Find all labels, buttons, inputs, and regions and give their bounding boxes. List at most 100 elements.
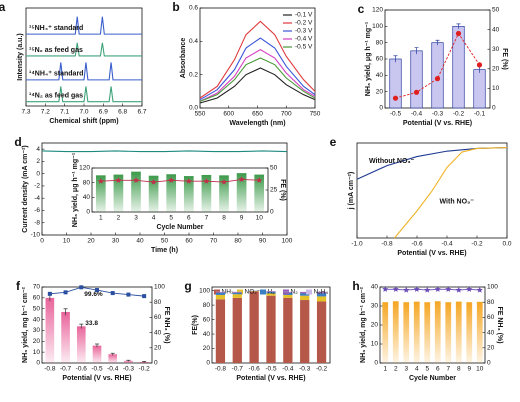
bar xyxy=(76,326,86,363)
bar xyxy=(232,292,242,295)
y2-tick-label: 60 xyxy=(154,314,162,321)
bar xyxy=(452,25,465,109)
x-tick-label: 2 xyxy=(394,366,398,373)
x-tick-label: 1 xyxy=(383,366,387,373)
line-series xyxy=(199,37,316,101)
y-tick-label: 10 xyxy=(33,349,41,356)
bar xyxy=(45,297,55,363)
bar xyxy=(403,302,410,363)
line-series xyxy=(26,62,142,81)
x-tick-label: 4 xyxy=(415,366,419,373)
bar xyxy=(316,296,327,302)
marker xyxy=(115,177,122,183)
x-tick-label: 7.2 xyxy=(41,109,50,116)
x-tick-label: 8 xyxy=(457,366,461,373)
y-tick-label: 0 xyxy=(36,170,40,177)
x-tick-label: -0.6 xyxy=(249,366,261,373)
y2-tick-label: 20 xyxy=(487,345,495,352)
marker xyxy=(168,177,175,183)
bar xyxy=(215,292,226,295)
x-tick-label: 7 xyxy=(205,215,209,222)
x-tick-label: 6.8 xyxy=(118,109,127,116)
line-series xyxy=(199,67,316,104)
x-tick-label: 700 xyxy=(281,111,292,118)
bar xyxy=(382,302,389,363)
error-bar xyxy=(456,23,461,29)
y2-tick-label: 30 xyxy=(492,46,500,53)
y-tick-label: 80 xyxy=(203,302,211,309)
error-bar xyxy=(142,361,147,363)
y-tick-label: 2 xyxy=(36,158,40,165)
x-tick-label: -0.7 xyxy=(60,366,72,373)
y2-tick-label: 25 xyxy=(270,187,278,194)
bar xyxy=(95,175,106,212)
y-tick-label: 20 xyxy=(376,88,384,95)
y-tick-label: 0 xyxy=(374,360,378,367)
x-tick-label: -0.5 xyxy=(390,111,402,118)
x-tick-label: 50 xyxy=(161,238,169,245)
x-tick-label: -0.2 xyxy=(139,366,151,373)
x-tick-label: 7.0 xyxy=(79,109,88,116)
line-series xyxy=(26,42,142,57)
x-axis-label: Cycle Number xyxy=(156,224,203,231)
x-tick-label: 3 xyxy=(404,366,408,373)
x-tick-label: -0.4 xyxy=(441,241,453,248)
y-tick-label: -8 xyxy=(34,219,40,226)
panel-letter: h xyxy=(352,279,359,293)
panel-letter: a xyxy=(0,0,6,14)
bar xyxy=(266,293,276,296)
line-series xyxy=(385,288,480,291)
legend-swatch xyxy=(306,289,312,295)
y-tick-label: 30 xyxy=(33,327,41,334)
y2-tick-label: 40 xyxy=(492,26,500,33)
bar xyxy=(166,174,177,212)
error-bar xyxy=(393,55,398,63)
line-series xyxy=(26,86,142,103)
bar xyxy=(131,171,141,212)
y-tick-label: 100 xyxy=(199,287,210,294)
line-series xyxy=(100,178,260,183)
x-tick-label: -0.8 xyxy=(381,241,393,248)
y-tick-label: 4 xyxy=(36,146,40,153)
error-bar xyxy=(110,352,115,356)
y-tick-label: -2 xyxy=(34,183,40,190)
y-axis-label: j (mA cm⁻²) xyxy=(348,172,355,211)
bar xyxy=(283,294,293,298)
x-tick-label: -0.7 xyxy=(232,366,244,373)
series-label: With NO₃⁻ xyxy=(440,199,475,206)
panel-letter: d xyxy=(14,135,21,149)
bar xyxy=(316,292,327,294)
x-tick-label: -0.6 xyxy=(76,366,88,373)
marker xyxy=(79,285,84,290)
y2-tick-label: 60 xyxy=(487,314,495,321)
y2-tick-label: 80 xyxy=(487,299,495,306)
legend-label: NH₃ xyxy=(222,289,234,296)
bar xyxy=(392,301,399,363)
x-tick-label: 70 xyxy=(210,238,218,245)
y2-tick-label: 20 xyxy=(154,345,162,352)
marker xyxy=(445,286,452,292)
plot-frame xyxy=(25,7,143,107)
x-tick-label: 7 xyxy=(446,366,450,373)
y-tick-label: 0.2 xyxy=(189,71,198,78)
x-tick-label: 10 xyxy=(256,215,264,222)
x-tick-label: -0.5 xyxy=(265,366,277,373)
legend-label: N₂H₄ xyxy=(314,289,329,296)
x-tick-label: 9 xyxy=(467,366,471,373)
x-axis-label: Cycle Number xyxy=(409,375,456,382)
marker xyxy=(97,178,104,184)
y2-axis-label: FE NH₃ (%) xyxy=(163,306,170,343)
marker xyxy=(63,290,68,295)
bar xyxy=(434,301,441,363)
bar xyxy=(300,292,310,294)
x-tick-label: -0.8 xyxy=(44,366,56,373)
legend-label: -0.3 V xyxy=(295,28,313,35)
y2-tick-label: 0 xyxy=(270,209,274,216)
bar xyxy=(300,295,310,301)
x-tick-label: 7.3 xyxy=(21,109,30,116)
series-label: ¹⁴NH₄⁺ standard xyxy=(29,71,83,78)
x-tick-label: 9 xyxy=(240,215,244,222)
error-bar xyxy=(63,308,68,316)
bar xyxy=(232,294,242,298)
bar xyxy=(300,300,310,363)
